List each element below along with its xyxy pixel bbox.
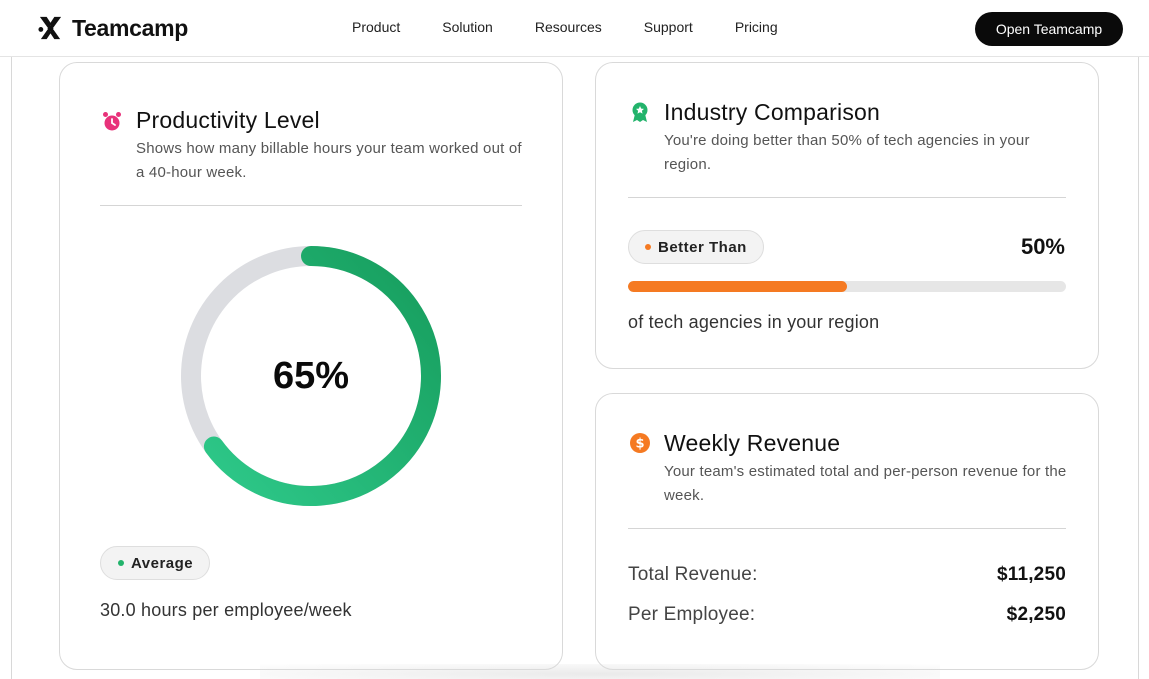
content-border-left (11, 57, 12, 679)
total-revenue-value: $11,250 (996, 564, 1066, 585)
bottom-shadow (260, 664, 940, 679)
open-teamcamp-button[interactable]: Open Teamcamp (975, 12, 1123, 46)
per-employee-value: $2,250 (1006, 604, 1066, 625)
nav-item-solution[interactable]: Solution (442, 19, 493, 35)
dollar-coin-icon: $ (630, 433, 650, 453)
industry-divider (628, 197, 1066, 198)
industry-comparison-card: Industry Comparison You're doing better … (595, 62, 1099, 369)
productivity-level-card: Productivity Level Shows how many billab… (59, 62, 563, 670)
productivity-description: Shows how many billable hours your team … (136, 140, 522, 181)
status-dot (118, 560, 124, 566)
total-revenue-label: Total Revenue: (628, 564, 758, 585)
alarm-clock-icon (103, 112, 121, 131)
productivity-divider (100, 205, 522, 206)
teamcamp-logo-icon (38, 16, 62, 40)
nav-item-product[interactable]: Product (352, 19, 401, 35)
productivity-donut-chart (181, 246, 441, 506)
total-revenue-row: Total Revenue: $11,250 (628, 564, 1066, 586)
better-than-label: Better Than (658, 238, 747, 256)
brand-logo[interactable]: Teamcamp (37, 15, 188, 42)
industry-progress-fill (628, 281, 847, 292)
svg-text:$: $ (635, 437, 644, 452)
better-than-badge: Better Than (628, 230, 764, 264)
industry-description: You're doing better than 50% of tech age… (664, 132, 1030, 173)
productivity-badge-label: Average (131, 554, 194, 572)
industry-progress-track (628, 281, 1066, 292)
industry-footer-text: of tech agencies in your region (628, 312, 880, 332)
page-left-margin (0, 57, 11, 679)
main-nav: Product Solution Resources Support Prici… (352, 19, 820, 35)
donut-progress-arc (203, 246, 441, 506)
status-dot (645, 244, 651, 250)
top-navbar: Teamcamp Product Solution Resources Supp… (0, 0, 1149, 57)
hours-per-employee: 30.0 hours per employee/week (100, 600, 352, 620)
content-border-right (1138, 57, 1139, 679)
nav-item-pricing[interactable]: Pricing (734, 19, 778, 35)
award-badge-icon (632, 102, 648, 122)
per-employee-label: Per Employee: (628, 604, 756, 625)
productivity-status-badge: Average (100, 546, 211, 580)
nav-item-support[interactable]: Support (643, 19, 693, 35)
brand-name: Teamcamp (72, 15, 189, 41)
weekly-revenue-card: $ Weekly Revenue Your team's estimated t… (595, 393, 1099, 670)
revenue-title: Weekly Revenue (664, 430, 841, 456)
productivity-title: Productivity Level (136, 107, 320, 133)
industry-title: Industry Comparison (664, 99, 880, 125)
per-employee-row: Per Employee: $2,250 (628, 604, 1066, 626)
revenue-description: Your team's estimated total and per-pers… (664, 463, 1067, 504)
industry-percent: 50% (1020, 234, 1065, 259)
revenue-divider (628, 528, 1066, 529)
nav-item-resources[interactable]: Resources (534, 19, 602, 35)
productivity-percent: 65% (272, 354, 350, 397)
